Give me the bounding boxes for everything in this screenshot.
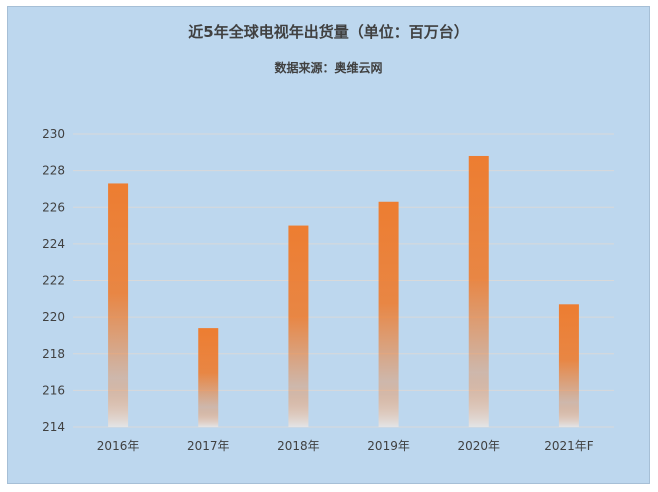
gridlines <box>73 133 614 428</box>
x-axis-ticks: 2016年 2017年 2018年 2019年 2020年 2021年F <box>97 439 594 453</box>
x-tick-label: 2018年 <box>277 439 320 453</box>
y-tick-label: 216 <box>42 383 65 397</box>
y-tick-label: 230 <box>42 127 65 141</box>
y-axis-ticks: 214 216 218 220 222 224 226 228 230 <box>42 127 65 434</box>
bar-2020年 <box>468 155 489 427</box>
chart-title: 近5年全球电视年出货量（单位：百万台） <box>188 23 469 41</box>
bars <box>108 155 579 427</box>
chart-frame: 近5年全球电视年出货量（单位：百万台） 数据来源：奥维云网 214 216 218 2… <box>7 6 650 484</box>
y-tick-label: 214 <box>42 420 65 434</box>
bar-2018年 <box>288 225 309 427</box>
y-tick-label: 224 <box>42 237 65 251</box>
y-tick-label: 220 <box>42 310 65 324</box>
bar-2021年F <box>558 304 579 427</box>
x-tick-label: 2020年 <box>457 439 500 453</box>
x-tick-label: 2021年F <box>544 439 594 453</box>
bar-2016年 <box>108 183 129 427</box>
bar-2017年 <box>198 328 219 427</box>
y-tick-label: 226 <box>42 200 65 214</box>
y-tick-label: 218 <box>42 347 65 361</box>
x-tick-label: 2019年 <box>367 439 410 453</box>
chart-subtitle: 数据来源：奥维云网 <box>274 61 383 75</box>
y-tick-label: 228 <box>42 164 65 178</box>
x-tick-label: 2017年 <box>187 439 230 453</box>
y-tick-label: 222 <box>42 274 65 288</box>
bar-2019年 <box>378 201 399 427</box>
x-tick-label: 2016年 <box>97 439 140 453</box>
